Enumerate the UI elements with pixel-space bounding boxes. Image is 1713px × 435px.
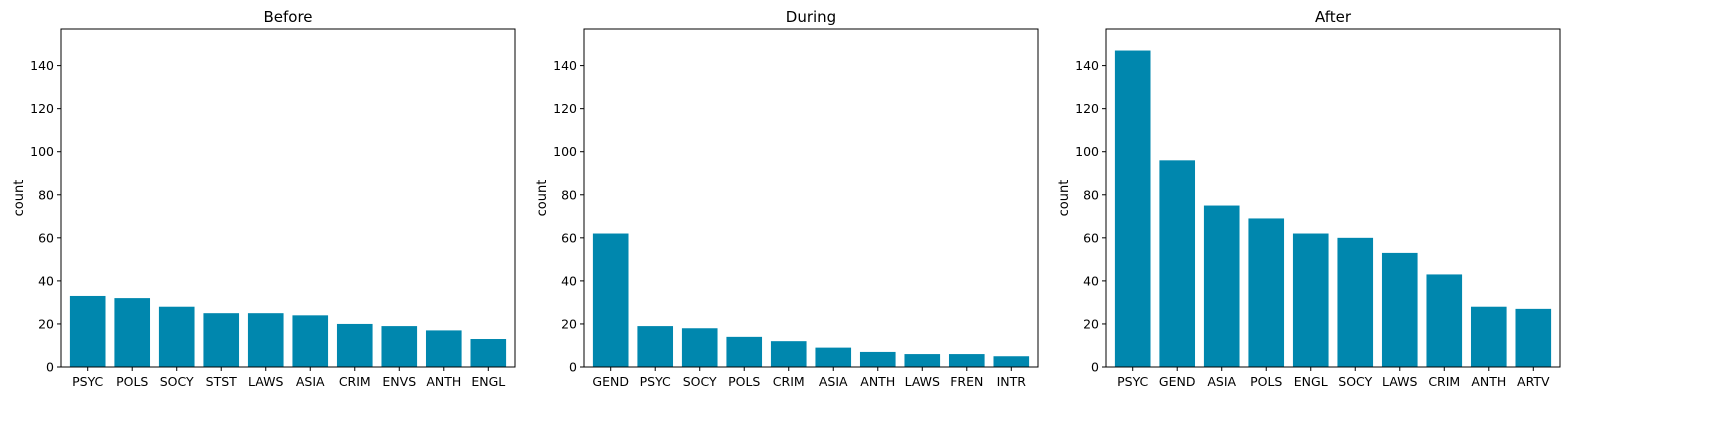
x-tick-label: LAWS	[1382, 374, 1417, 389]
y-tick-label: 20	[1083, 316, 1099, 331]
bar-asia	[1203, 205, 1240, 367]
x-tick-label: ENGL	[1294, 374, 1328, 389]
y-tick-label: 80	[38, 187, 54, 202]
bar-pols	[1248, 218, 1285, 367]
x-tick-label: LAWS	[248, 374, 283, 389]
chart-title: During	[786, 8, 836, 26]
bar-anth	[425, 330, 462, 367]
x-tick-label: LAWS	[905, 374, 940, 389]
chart-panel-3: 0 20 40 60 80 100 120 140 PSYC GEND ASIA POLS ENGL SO…	[1057, 8, 1561, 389]
chart-panel-1: 0 20 40 60 80 100 120 140 PSYC POLS SOCY STST LAWS AS…	[12, 8, 516, 389]
bar-anth	[859, 351, 896, 367]
x-tick-label: ANTH	[860, 374, 895, 389]
y-tick-label: 80	[1083, 187, 1099, 202]
bar-socy	[158, 306, 195, 367]
x-tick-label: ASIA	[296, 374, 325, 389]
y-tick-label: 40	[38, 273, 54, 288]
y-tick-label: 40	[1083, 273, 1099, 288]
bar-socy	[681, 328, 718, 367]
bar-socy	[1337, 237, 1374, 367]
x-tick-label: PSYC	[1117, 374, 1148, 389]
bar-psyc	[637, 326, 674, 367]
y-axis-label: count	[1057, 180, 1072, 217]
x-tick-label: ARTV	[1517, 374, 1550, 389]
x-tick-label: GEND	[592, 374, 629, 389]
y-tick-label: 100	[1075, 144, 1099, 159]
bar-crim	[336, 323, 373, 367]
bar-pols	[726, 336, 763, 367]
x-tick-label: POLS	[728, 374, 760, 389]
y-tick-label: 60	[561, 230, 577, 245]
chart-panel-2: 0 20 40 60 80 100 120 140 GEND PSYC SOCY POLS CRIM AS…	[535, 8, 1039, 389]
bar-fren	[948, 354, 985, 367]
x-tick-label: ASIA	[819, 374, 848, 389]
y-tick-label: 140	[553, 58, 577, 73]
bar-crim	[770, 341, 807, 367]
bar-laws	[904, 354, 941, 367]
x-tick-label: SOCY	[160, 374, 194, 389]
x-tick-label: INTR	[997, 374, 1027, 389]
y-tick-label: 60	[1083, 230, 1099, 245]
y-tick-label: 0	[569, 360, 577, 375]
x-tick-label: SOCY	[1338, 374, 1372, 389]
axes-frame	[583, 28, 1039, 368]
x-tick-label: PSYC	[72, 374, 103, 389]
bar-gend	[1159, 160, 1196, 367]
y-tick-label: 100	[553, 144, 577, 159]
bar-gend	[592, 233, 629, 367]
y-axis-label: count	[12, 180, 27, 217]
y-tick-label: 100	[30, 144, 54, 159]
bar-psyc	[1114, 50, 1151, 367]
bar-laws	[247, 313, 284, 367]
x-tick-label: CRIM	[339, 374, 371, 389]
bar-pols	[114, 298, 151, 367]
y-tick-label: 80	[561, 187, 577, 202]
axes-frame	[1105, 28, 1561, 368]
y-tick-label: 20	[561, 316, 577, 331]
x-tick-label: ANTH	[426, 374, 461, 389]
x-tick-label: SOCY	[683, 374, 717, 389]
chart-title: After	[1315, 8, 1352, 26]
bar-envs	[381, 326, 418, 367]
bar-engl	[1292, 233, 1329, 367]
y-tick-label: 120	[30, 101, 54, 116]
y-tick-label: 140	[1075, 58, 1099, 73]
y-tick-label: 120	[553, 101, 577, 116]
y-tick-label: 140	[30, 58, 54, 73]
y-tick-label: 40	[561, 273, 577, 288]
bar-engl	[470, 339, 507, 367]
x-tick-label: POLS	[116, 374, 148, 389]
bar-artv	[1515, 308, 1552, 367]
y-tick-label: 60	[38, 230, 54, 245]
bar-crim	[1426, 274, 1463, 367]
bar-laws	[1381, 252, 1418, 367]
axes-frame	[60, 28, 516, 368]
y-tick-label: 0	[1091, 360, 1099, 375]
chart-title: Before	[263, 8, 312, 26]
y-tick-label: 20	[38, 316, 54, 331]
y-tick-label: 120	[1075, 101, 1099, 116]
x-tick-label: STST	[206, 374, 238, 389]
x-tick-label: PSYC	[640, 374, 671, 389]
x-tick-label: ASIA	[1207, 374, 1236, 389]
bar-anth	[1470, 306, 1507, 367]
x-tick-label: CRIM	[773, 374, 805, 389]
bar-intr	[993, 356, 1030, 367]
x-tick-label: ENVS	[382, 374, 416, 389]
x-tick-label: POLS	[1250, 374, 1282, 389]
x-tick-label: ENGL	[471, 374, 505, 389]
bar-asia	[815, 347, 852, 367]
y-tick-label: 0	[46, 360, 54, 375]
bar-psyc	[69, 295, 106, 367]
bar-stst	[203, 313, 240, 367]
x-tick-label: CRIM	[1428, 374, 1460, 389]
y-axis-label: count	[535, 180, 550, 217]
x-tick-label: ANTH	[1471, 374, 1506, 389]
x-tick-label: GEND	[1159, 374, 1196, 389]
x-tick-label: FREN	[950, 374, 983, 389]
bar-asia	[292, 315, 329, 367]
